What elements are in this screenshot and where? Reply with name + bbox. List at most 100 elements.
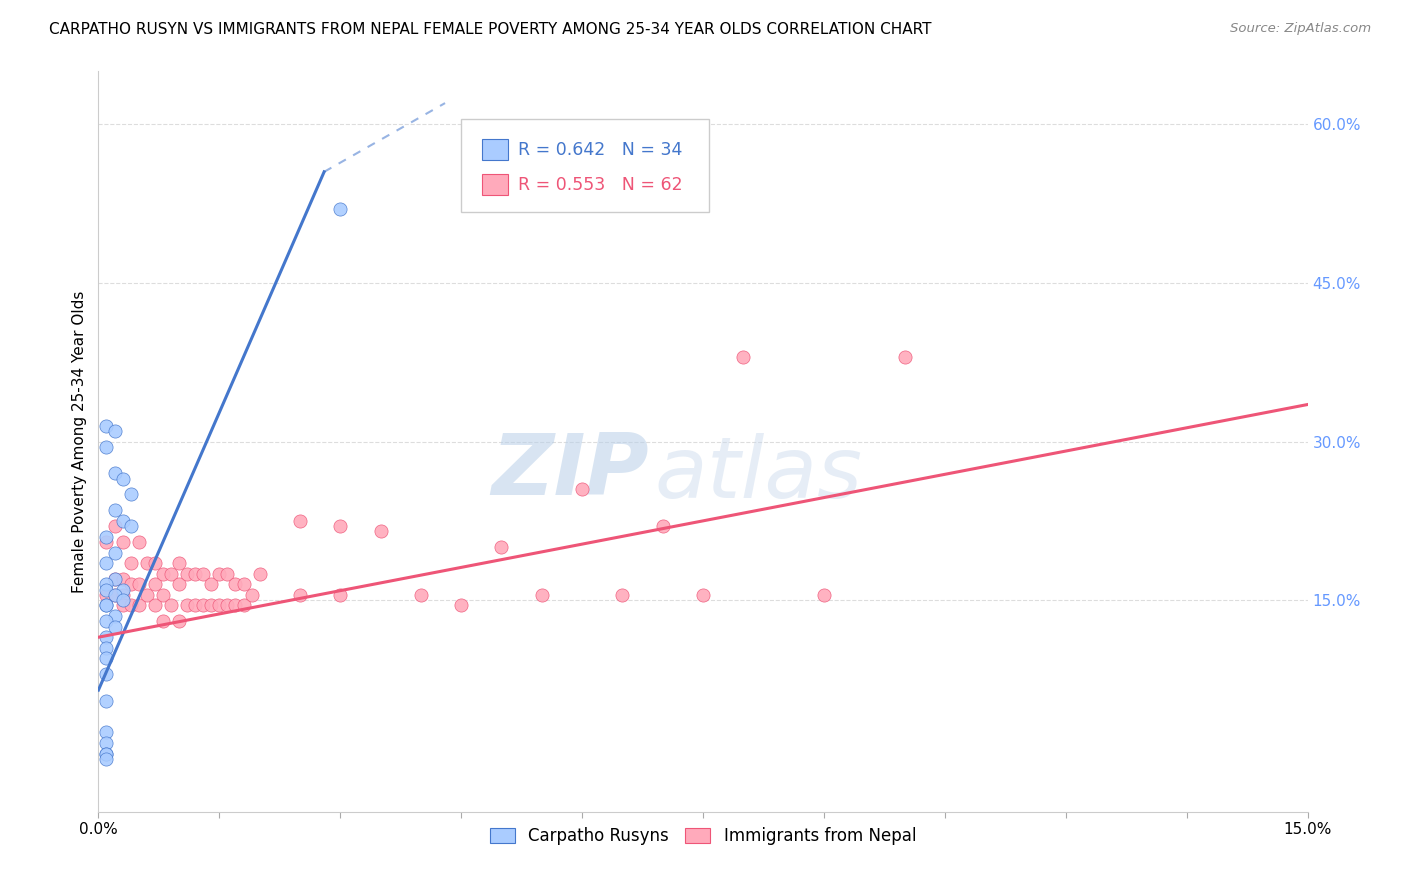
Point <box>612 588 634 602</box>
Point <box>193 566 215 581</box>
Point <box>288 588 311 602</box>
Point <box>96 556 118 570</box>
Point <box>200 577 222 591</box>
Point <box>208 566 231 581</box>
Point <box>96 725 118 739</box>
Point <box>152 588 174 602</box>
Point <box>96 640 118 655</box>
Point <box>167 577 190 591</box>
Point <box>249 566 271 581</box>
Point <box>96 440 118 454</box>
Point <box>96 694 118 708</box>
Point <box>96 418 118 433</box>
Point <box>143 556 166 570</box>
Point <box>184 566 207 581</box>
Point <box>103 572 125 586</box>
Point <box>193 599 215 613</box>
Point <box>103 546 125 560</box>
Point <box>96 588 118 602</box>
Point <box>111 471 134 485</box>
Point <box>96 599 118 613</box>
Y-axis label: Female Poverty Among 25-34 Year Olds: Female Poverty Among 25-34 Year Olds <box>72 291 87 592</box>
Point <box>167 615 190 629</box>
Point <box>176 599 198 613</box>
Point <box>208 599 231 613</box>
Point <box>120 519 142 533</box>
Point <box>128 577 150 591</box>
Point <box>96 736 118 750</box>
Point <box>120 487 142 501</box>
Point <box>103 588 125 602</box>
Point <box>96 747 118 761</box>
Point <box>96 530 118 544</box>
Point <box>96 582 118 597</box>
Point <box>96 535 118 549</box>
Text: Source: ZipAtlas.com: Source: ZipAtlas.com <box>1230 22 1371 36</box>
Point <box>96 747 118 761</box>
Text: R = 0.553   N = 62: R = 0.553 N = 62 <box>517 176 683 194</box>
Point <box>160 566 183 581</box>
Point <box>152 615 174 629</box>
Point <box>111 514 134 528</box>
Point <box>813 588 835 602</box>
Point <box>530 588 553 602</box>
Point <box>128 535 150 549</box>
Point <box>167 556 190 570</box>
FancyBboxPatch shape <box>461 120 709 212</box>
Text: CARPATHO RUSYN VS IMMIGRANTS FROM NEPAL FEMALE POVERTY AMONG 25-34 YEAR OLDS COR: CARPATHO RUSYN VS IMMIGRANTS FROM NEPAL … <box>49 22 932 37</box>
Text: atlas: atlas <box>655 434 863 516</box>
Point <box>491 541 513 555</box>
Point <box>692 588 714 602</box>
Point <box>152 566 174 581</box>
Point <box>143 599 166 613</box>
Point <box>103 588 125 602</box>
Text: ZIP: ZIP <box>491 430 648 513</box>
Point <box>96 667 118 681</box>
Point <box>128 599 150 613</box>
Point <box>103 424 125 438</box>
Point <box>111 599 134 613</box>
Point <box>217 566 239 581</box>
Legend: Carpatho Rusyns, Immigrants from Nepal: Carpatho Rusyns, Immigrants from Nepal <box>484 820 922 852</box>
Point <box>200 599 222 613</box>
Point <box>329 588 352 602</box>
Point <box>232 599 254 613</box>
Point <box>450 599 472 613</box>
Point <box>160 599 183 613</box>
Point <box>288 514 311 528</box>
Point <box>329 202 352 216</box>
Point <box>111 593 134 607</box>
Point <box>120 577 142 591</box>
Point <box>96 615 118 629</box>
Text: R = 0.642   N = 34: R = 0.642 N = 34 <box>517 141 682 159</box>
Point <box>184 599 207 613</box>
Point <box>103 619 125 633</box>
Point <box>96 599 118 613</box>
Point <box>733 350 755 364</box>
Bar <box>482 139 509 161</box>
Point <box>224 599 246 613</box>
Point <box>103 503 125 517</box>
Point <box>103 519 125 533</box>
Point <box>120 599 142 613</box>
Point <box>96 577 118 591</box>
Point <box>329 519 352 533</box>
Bar <box>482 174 509 195</box>
Point <box>571 482 593 496</box>
Point <box>409 588 432 602</box>
Point <box>96 651 118 665</box>
Point <box>143 577 166 591</box>
Point <box>111 535 134 549</box>
Point <box>103 572 125 586</box>
Point <box>135 556 157 570</box>
Point <box>120 556 142 570</box>
Point <box>224 577 246 591</box>
Point <box>111 582 134 597</box>
Point <box>651 519 673 533</box>
Point <box>111 588 134 602</box>
Point <box>103 467 125 481</box>
Point <box>370 524 392 539</box>
Point <box>176 566 198 581</box>
Point <box>893 350 915 364</box>
Point <box>103 609 125 624</box>
